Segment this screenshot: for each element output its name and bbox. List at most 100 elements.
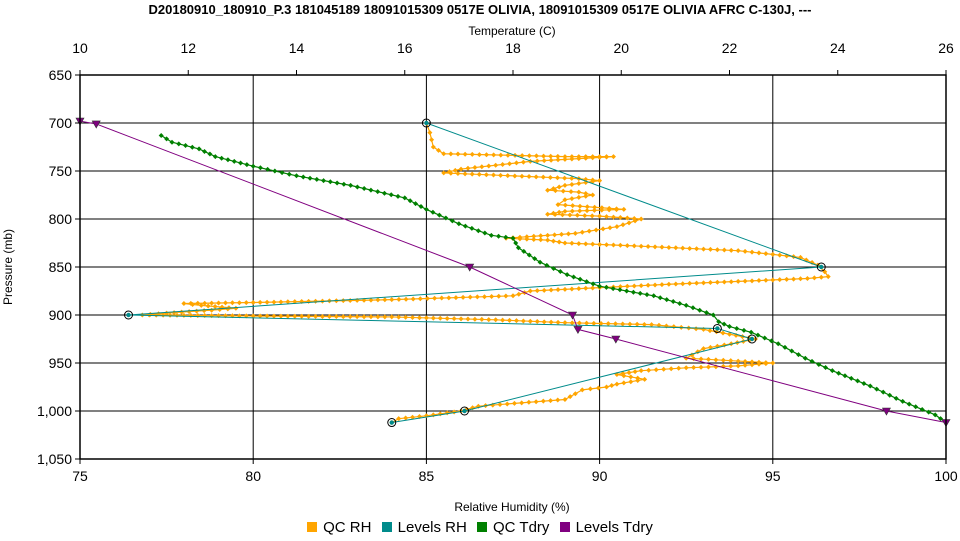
data-point bbox=[613, 207, 619, 213]
data-point bbox=[455, 171, 461, 177]
data-point bbox=[413, 201, 419, 207]
data-point bbox=[707, 328, 713, 334]
data-point bbox=[755, 332, 761, 338]
data-point bbox=[555, 202, 561, 208]
data-point bbox=[569, 175, 575, 181]
data-point bbox=[610, 286, 616, 292]
x-top-tick-label: 12 bbox=[180, 40, 196, 56]
data-point bbox=[811, 275, 817, 281]
data-point bbox=[437, 411, 443, 417]
data-point bbox=[418, 204, 424, 210]
data-point bbox=[516, 291, 522, 297]
data-point bbox=[439, 295, 445, 301]
data-point bbox=[842, 373, 848, 379]
data-point bbox=[483, 172, 489, 178]
data-point bbox=[698, 356, 704, 362]
data-point bbox=[621, 206, 627, 212]
data-point bbox=[932, 412, 938, 418]
x-top-tick-label: 18 bbox=[505, 40, 521, 56]
data-point bbox=[500, 161, 506, 167]
data-point bbox=[668, 366, 674, 372]
data-point bbox=[604, 214, 610, 220]
data-point bbox=[375, 297, 381, 303]
data-point bbox=[264, 299, 270, 305]
data-point bbox=[638, 216, 644, 222]
data-point bbox=[493, 162, 499, 168]
data-point bbox=[666, 281, 672, 287]
data-point bbox=[484, 152, 490, 158]
data-point bbox=[756, 278, 762, 284]
data-point bbox=[541, 287, 547, 293]
data-point bbox=[569, 196, 575, 202]
data-point bbox=[250, 300, 256, 306]
data-point bbox=[887, 392, 893, 398]
legend-item-levels-rh: Levels RH bbox=[381, 519, 467, 536]
data-point bbox=[538, 233, 544, 239]
x-top-tick-label: 22 bbox=[722, 40, 738, 56]
data-point bbox=[569, 320, 575, 326]
data-point bbox=[763, 361, 769, 367]
data-point bbox=[430, 209, 436, 215]
data-point bbox=[361, 314, 367, 320]
data-point bbox=[368, 187, 374, 193]
data-point bbox=[612, 321, 618, 327]
data-point bbox=[460, 294, 466, 300]
data-point bbox=[651, 293, 657, 299]
data-point bbox=[452, 167, 458, 173]
data-point bbox=[462, 171, 468, 177]
data-point bbox=[548, 319, 554, 325]
data-point bbox=[577, 203, 583, 209]
data-point bbox=[153, 312, 159, 318]
data-point-fill bbox=[126, 312, 131, 318]
x-bottom-tick-label: 85 bbox=[419, 468, 435, 484]
y-tick-label: 700 bbox=[49, 115, 73, 131]
data-point bbox=[519, 400, 525, 406]
data-point bbox=[491, 152, 497, 158]
data-point bbox=[361, 186, 367, 192]
x-top-tick-label: 16 bbox=[397, 40, 413, 56]
data-point bbox=[479, 164, 485, 170]
data-point bbox=[556, 209, 562, 215]
data-point bbox=[389, 297, 395, 303]
data-point bbox=[770, 360, 776, 366]
data-point bbox=[707, 246, 713, 252]
data-point bbox=[519, 153, 525, 159]
x-bottom-tick-label: 80 bbox=[245, 468, 261, 484]
data-point bbox=[582, 213, 588, 219]
data-point bbox=[524, 236, 530, 242]
data-point bbox=[590, 192, 596, 198]
data-point bbox=[572, 230, 578, 236]
data-point bbox=[634, 321, 640, 327]
data-point bbox=[562, 396, 568, 402]
data-point bbox=[497, 402, 503, 408]
data-point-fill bbox=[424, 120, 429, 126]
data-point bbox=[198, 302, 204, 308]
data-point bbox=[652, 282, 658, 288]
x-top-tick-label: 26 bbox=[938, 40, 954, 56]
data-point bbox=[548, 157, 554, 163]
data-point bbox=[250, 163, 256, 169]
data-point bbox=[631, 283, 637, 289]
data-point bbox=[735, 363, 741, 369]
x-bottom-tick-label: 90 bbox=[592, 468, 608, 484]
data-point bbox=[548, 287, 554, 293]
data-point bbox=[196, 146, 202, 152]
data-point bbox=[231, 158, 237, 164]
data-point bbox=[567, 212, 573, 218]
data-point bbox=[515, 245, 521, 251]
data-point bbox=[444, 315, 450, 321]
data-point bbox=[562, 286, 568, 292]
data-point bbox=[545, 232, 551, 238]
data-point bbox=[562, 208, 568, 214]
data-point bbox=[666, 244, 672, 250]
x-top-tick-label: 24 bbox=[830, 40, 846, 56]
data-point bbox=[579, 387, 585, 393]
data-point bbox=[222, 300, 228, 306]
series-line bbox=[142, 122, 830, 424]
data-point bbox=[375, 189, 381, 195]
data-point bbox=[201, 308, 207, 314]
y-tick-label: 750 bbox=[49, 163, 73, 179]
data-point bbox=[436, 212, 442, 218]
data-point bbox=[540, 398, 546, 404]
data-point bbox=[880, 389, 886, 395]
